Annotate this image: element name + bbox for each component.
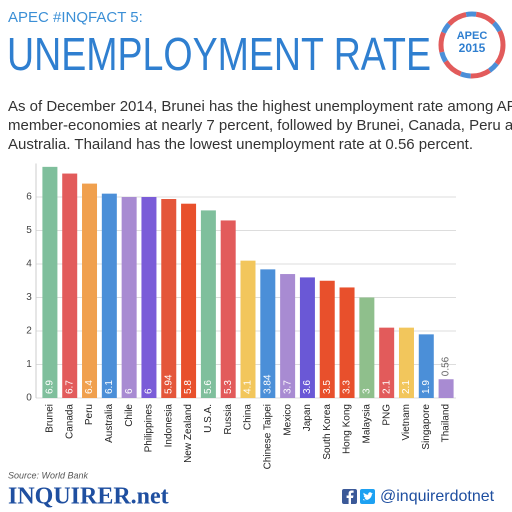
bar: [379, 327, 395, 398]
x-tick-label: Canada: [64, 404, 75, 439]
value-label: 3.84: [262, 374, 273, 394]
value-label: 5.94: [163, 374, 174, 394]
facebook-glyph: [346, 490, 354, 504]
bar: [200, 210, 216, 398]
bar: [121, 197, 137, 398]
kicker: APEC #INQFACT 5:: [8, 9, 143, 26]
x-tick-label: Thailand: [441, 404, 452, 442]
y-tick-label: 0: [26, 393, 32, 404]
twitter-glyph: [362, 492, 373, 501]
value-label: 5.3: [223, 380, 234, 394]
logo: APEC 2015: [438, 11, 506, 79]
x-tick-label: Japan: [302, 404, 313, 431]
logo-text: APEC: [457, 30, 488, 42]
x-tick-label: New Zealand: [183, 404, 194, 463]
x-tick-label: Philippines: [144, 404, 155, 452]
bar: [181, 203, 197, 398]
bar: [438, 379, 454, 398]
y-tick-label: 1: [26, 359, 32, 370]
x-tick-label: Vietnam: [401, 404, 412, 441]
value-label: 4.1: [243, 380, 254, 394]
value-label: 6.7: [64, 380, 75, 394]
bar: [398, 327, 414, 398]
value-label: 0.56: [441, 356, 452, 376]
x-tick-label: Chinese Taipei: [262, 404, 273, 469]
bar: [42, 166, 58, 398]
x-tick-label: China: [243, 404, 254, 431]
logo-ring: [438, 11, 506, 79]
x-tick-label: Mexico: [282, 404, 293, 436]
y-tick-label: 4: [26, 259, 32, 270]
value-label: 6.9: [45, 380, 56, 394]
bar: [280, 274, 296, 398]
y-tick-label: 2: [26, 326, 32, 337]
bar: [101, 193, 117, 398]
value-label: 6.4: [84, 380, 95, 394]
x-tick-label: Peru: [84, 404, 95, 425]
bar: [62, 173, 78, 398]
value-label: 2.1: [381, 380, 392, 394]
value-label: 6: [144, 388, 155, 394]
plot: 0 1 2 3 4 5 6 Brunei 6.9 Canada 6.7 Peru 6.4 Australi…: [26, 163, 456, 469]
x-tick-label: Chile: [124, 404, 135, 427]
bar: [220, 220, 236, 398]
y-tick-label: 5: [26, 225, 32, 236]
x-tick-label: Singapore: [421, 404, 432, 450]
bar: [161, 199, 177, 398]
logo-center: [447, 20, 497, 70]
value-label: 1.9: [421, 380, 432, 394]
y-tick-label: 3: [26, 292, 32, 303]
bar: [359, 297, 375, 398]
y-tick-label: 6: [26, 192, 32, 203]
value-label: 3.6: [302, 380, 313, 394]
value-label: 6.1: [104, 380, 115, 394]
value-label: 3.3: [342, 380, 353, 394]
x-tick-label: Indonesia: [163, 404, 174, 448]
bar: [141, 197, 157, 398]
x-tick-label: Malaysia: [361, 404, 372, 444]
description-line: member-economies at nearly 7 percent, fo…: [8, 117, 512, 134]
x-tick-label: U.S.A.: [203, 404, 214, 433]
bar: [240, 260, 256, 398]
handle: @inquirerdotnet: [380, 488, 495, 505]
description-line: As of December 2014, Brunei has the high…: [8, 98, 512, 115]
x-tick-label: Hong Kong: [342, 404, 353, 454]
chart-title: UNEMPLOYMENT RATE: [7, 28, 431, 80]
bar: [82, 183, 98, 398]
description: As of December 2014, Brunei has the high…: [8, 98, 512, 153]
value-label: 5.8: [183, 380, 194, 394]
bar: [299, 277, 315, 398]
bar: [339, 287, 355, 398]
brand: INQUIRER.net: [8, 484, 169, 510]
value-label: 2.1: [401, 380, 412, 394]
x-tick-label: Russia: [223, 404, 234, 435]
x-tick-label: South Korea: [322, 404, 333, 460]
logo-ring: [438, 11, 506, 79]
source: Source: World Bank: [8, 470, 89, 480]
x-tick-label: PNG: [381, 404, 392, 426]
value-label: 5.6: [203, 380, 214, 394]
x-tick-label: Brunei: [45, 404, 56, 433]
value-label: 3.7: [282, 380, 293, 394]
value-label: 3: [361, 388, 372, 394]
bar: [319, 280, 335, 398]
x-tick-label: Australia: [104, 404, 115, 443]
description-line: Australia. Thailand has the lowest unemp…: [8, 136, 473, 153]
bar: [260, 269, 276, 398]
logo-text: 2015: [459, 41, 486, 55]
bar: [418, 334, 434, 398]
value-label: 6: [124, 388, 135, 394]
value-label: 3.5: [322, 380, 333, 394]
